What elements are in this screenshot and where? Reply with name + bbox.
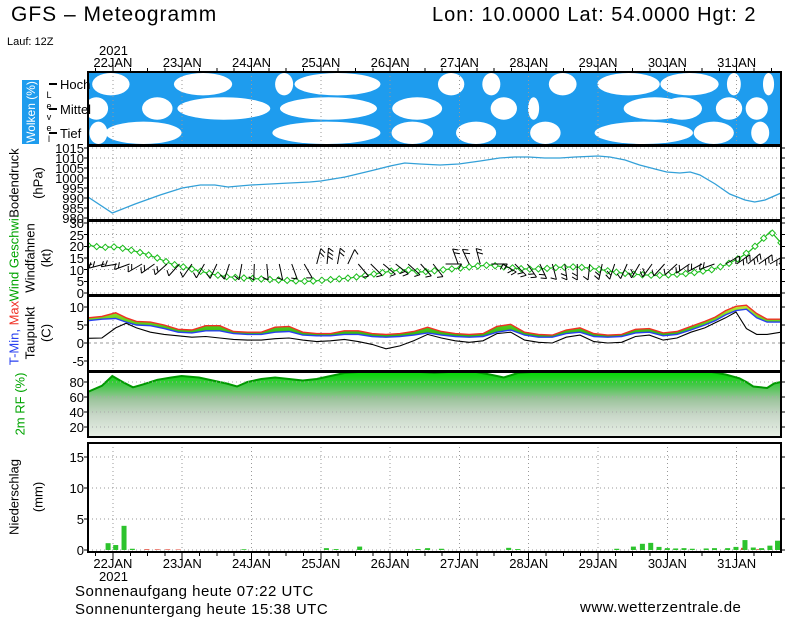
cloud-row-label: Mittel xyxy=(60,101,92,117)
x-date-bottom: 29JAN xyxy=(578,556,618,571)
x-date-bottom: 31JAN xyxy=(717,556,757,571)
temp-tick-label: 5 xyxy=(76,318,84,333)
precip-tick-label: 0 xyxy=(76,543,84,558)
temp-tick-label: 0 xyxy=(76,336,84,351)
wind-tick-label: 25 xyxy=(69,227,84,243)
sunrise-label: Sonnenaufgang heute 07:22 UTC xyxy=(75,583,314,600)
x-date-bottom: 23JAN xyxy=(162,556,202,571)
x-date-bottom: 22JAN xyxy=(93,556,133,571)
humidity-tick-label: 80 xyxy=(69,375,84,390)
pressure-axis-title: Bodendruck xyxy=(6,148,22,218)
x-date-bottom: 25JAN xyxy=(301,556,341,571)
x-date-bottom: 26JAN xyxy=(370,556,410,571)
wind-tick-label: 10 xyxy=(69,262,84,278)
x-date-top: 22JAN xyxy=(93,55,133,70)
watermark: www.wetterzentrale.de xyxy=(580,599,742,616)
wind-tick-label: 30 xyxy=(69,216,84,231)
clouds-level-label: Level xyxy=(44,90,54,145)
cloud-row-label: Tief xyxy=(60,125,82,141)
pressure-tick-label: 990 xyxy=(62,191,84,206)
x-date-top: 26JAN xyxy=(370,55,410,70)
pressure-tick-label: 1015 xyxy=(55,141,84,156)
pressure-axis-unit: (hPa) xyxy=(30,167,46,199)
temp-axis-title: T-Min, Max xyxy=(7,301,22,365)
pressure-tick-label: 995 xyxy=(62,181,84,196)
precip-tick-label: 10 xyxy=(69,481,84,496)
coordinates-label: Lon: 10.0000 Lat: 54.0000 Hgt: 2 xyxy=(432,4,757,26)
cloud-row-tick xyxy=(49,83,57,86)
x-date-bottom: 28JAN xyxy=(509,556,549,571)
x-date-top: 30JAN xyxy=(647,55,687,70)
cloud-row-label: Hoch xyxy=(60,77,91,93)
x-date-bottom: 30JAN xyxy=(647,556,687,571)
wind-barbs-axis-title: Windfahnen xyxy=(22,223,38,293)
sunset-label: Sonnenuntergang heute 15:38 UTC xyxy=(75,601,329,618)
wind-speed-axis-title: Wind Geschwi. xyxy=(6,214,22,302)
pressure-tick-label: 985 xyxy=(62,201,84,216)
page-title: GFS – Meteogramm xyxy=(11,3,218,26)
x-date-top: 23JAN xyxy=(162,55,202,70)
x-date-top: 27JAN xyxy=(439,55,479,70)
humidity-tick-label: 20 xyxy=(69,420,84,435)
pressure-tick-label: 1000 xyxy=(55,171,84,186)
precip-tick-label: 15 xyxy=(69,450,84,465)
wind-tick-label: 5 xyxy=(76,274,84,290)
temp-max-label: Max xyxy=(6,300,22,326)
x-date-top: 25JAN xyxy=(301,55,341,70)
temp-tick-label: 10 xyxy=(69,300,84,315)
dewpoint-axis-title: Taupunkt xyxy=(22,306,38,360)
pressure-tick-label: 1005 xyxy=(55,161,84,176)
precip-axis-unit: (mm) xyxy=(30,481,46,513)
temp-tick-label: -5 xyxy=(72,354,84,369)
precip-axis-title: Niederschlag xyxy=(6,459,22,535)
wind-tick-label: 15 xyxy=(69,251,84,266)
x-date-top: 31JAN xyxy=(717,55,757,70)
x-date-top: 29JAN xyxy=(578,55,618,70)
x-date-bottom: 24JAN xyxy=(232,556,272,571)
cloud-row-tick xyxy=(49,131,57,134)
humidity-tick-label: 40 xyxy=(69,405,84,420)
wind-tick-label: 20 xyxy=(69,239,84,255)
humidity-tick-label: 60 xyxy=(69,390,84,405)
model-run-label: Lauf: 12Z xyxy=(7,36,54,48)
x-date-top: 28JAN xyxy=(509,55,549,70)
cloud-row-tick xyxy=(49,107,57,110)
x-date-bottom: 27JAN xyxy=(439,556,479,571)
year-label-bottom: 2021 xyxy=(99,569,128,584)
precip-tick-label: 5 xyxy=(76,512,84,527)
pressure-tick-label: 1010 xyxy=(55,151,84,166)
pressure-tick-label: 980 xyxy=(62,211,84,226)
clouds-axis-title: Wolken (%) xyxy=(22,80,39,144)
temp-min-label: T-Min, xyxy=(6,329,22,366)
year-label-top: 2021 xyxy=(99,43,128,58)
humidity-axis-title: 2m RF (%) xyxy=(12,372,28,436)
wind-tick-label: 0 xyxy=(76,286,84,301)
x-date-top: 24JAN xyxy=(232,55,272,70)
